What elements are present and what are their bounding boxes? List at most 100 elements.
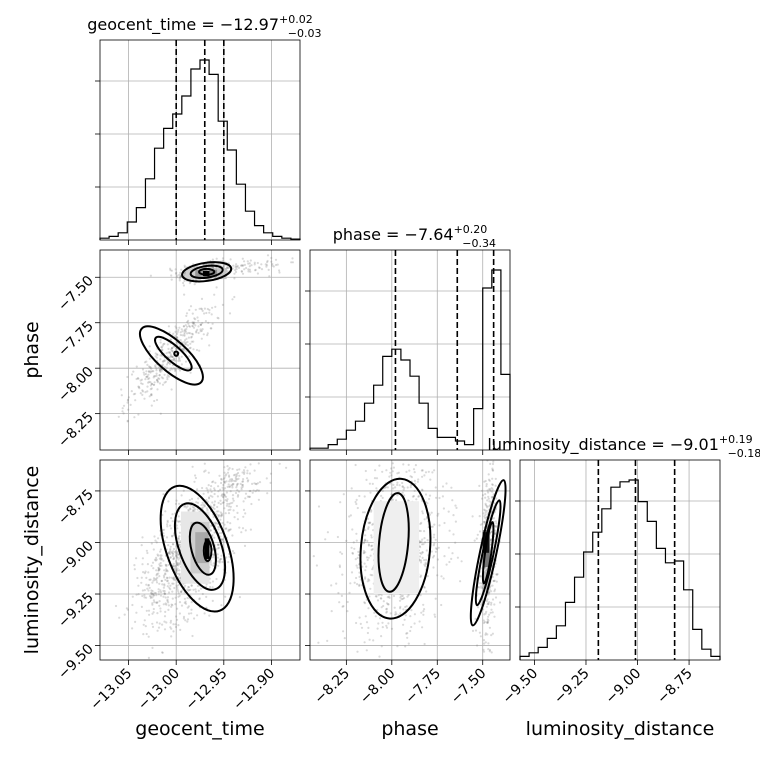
scatter-point (133, 568, 136, 571)
scatter-point (174, 368, 177, 371)
scatter-point (326, 639, 329, 643)
scatter-point (226, 465, 229, 468)
scatter-point (217, 317, 220, 320)
scatter-point (419, 561, 423, 564)
scatter-point (224, 499, 227, 502)
scatter-point (189, 504, 192, 507)
scatter-point (149, 366, 152, 369)
scatter-point (140, 576, 143, 579)
scatter-point (359, 622, 362, 626)
scatter-point (428, 497, 431, 501)
scatter-point (219, 518, 222, 521)
scatter-point (481, 489, 484, 492)
scatter-point (234, 473, 237, 476)
scatter-point (228, 480, 231, 483)
scatter-point (150, 382, 154, 385)
scatter-point (189, 342, 192, 345)
scatter-point (278, 269, 281, 272)
scatter-point (171, 543, 174, 546)
scatter-point (376, 489, 379, 492)
scatter-point (233, 479, 236, 483)
scatter-point (138, 387, 141, 390)
scatter-point (225, 527, 228, 530)
scatter-point (175, 499, 178, 502)
scatter-point (421, 538, 424, 541)
scatter-luminosity-distance-phase-xtick-label-3: −7.50 (448, 666, 490, 708)
scatter-point (175, 552, 178, 555)
scatter-point (160, 369, 163, 372)
scatter-point (421, 556, 424, 560)
scatter-point (225, 491, 228, 494)
scatter-point (156, 629, 159, 632)
scatter-point (240, 531, 243, 534)
scatter-point (408, 469, 411, 472)
scatter-point (163, 528, 166, 531)
scatter-point (363, 562, 366, 565)
scatter-point (172, 543, 175, 546)
scatter-point (385, 608, 388, 611)
scatter-point (175, 347, 178, 350)
scatter-point (171, 552, 174, 555)
scatter-point (382, 600, 385, 603)
scatter-point (159, 554, 162, 557)
scatter-point (231, 494, 235, 497)
scatter-point (484, 516, 487, 520)
scatter-point (496, 573, 499, 576)
scatter-point (223, 480, 226, 483)
scatter-point (178, 563, 181, 566)
scatter-point (361, 511, 365, 514)
scatter-point (494, 531, 497, 535)
scatter-point (220, 554, 223, 557)
scatter-point (364, 529, 367, 532)
hist-geocent-time-title-value: geocent_time = −12.97 (87, 15, 279, 35)
scatter-point (419, 540, 422, 543)
scatter-point (144, 625, 147, 628)
scatter-point (172, 547, 176, 551)
scatter-point (312, 555, 315, 558)
scatter-point (165, 565, 168, 568)
scatter-point (413, 622, 416, 625)
scatter-point (374, 615, 377, 618)
scatter-point (178, 572, 181, 575)
scatter-point (365, 649, 368, 652)
scatter-point (474, 629, 478, 632)
scatter-point (390, 627, 394, 630)
scatter-point (399, 605, 402, 609)
scatter-point (401, 481, 404, 485)
scatter-point (152, 607, 155, 611)
scatter-point (387, 595, 391, 598)
scatter-point (181, 330, 184, 333)
scatter-point (182, 284, 185, 287)
scatter-point (223, 507, 226, 510)
scatter-point (490, 487, 493, 490)
scatter-point (356, 566, 359, 569)
scatter-point (137, 385, 140, 388)
scatter-point (212, 262, 215, 265)
scatter-point (174, 370, 177, 373)
scatter-point (163, 592, 166, 595)
scatter-point (176, 556, 179, 559)
scatter-point (166, 579, 169, 582)
scatter-point (147, 370, 151, 373)
scatter-point (174, 335, 177, 338)
scatter-point (156, 388, 159, 391)
scatter-point (480, 603, 483, 606)
scatter-point (493, 603, 496, 606)
scatter-point (205, 487, 208, 490)
scatter-point (170, 355, 173, 358)
scatter-point (407, 463, 410, 466)
scatter-point (170, 348, 173, 351)
scatter-point (157, 537, 160, 540)
scatter-point (385, 611, 388, 614)
scatter-point (317, 505, 321, 508)
scatter-point (162, 360, 165, 363)
scatter-point (419, 575, 422, 579)
scatter-point (198, 349, 201, 352)
scatter-point (479, 574, 482, 578)
scatter-point (392, 466, 395, 469)
scatter-point (233, 516, 236, 519)
scatter-point (205, 583, 208, 586)
scatter-point (130, 390, 133, 393)
scatter-point (208, 344, 211, 347)
scatter-point (483, 520, 487, 524)
